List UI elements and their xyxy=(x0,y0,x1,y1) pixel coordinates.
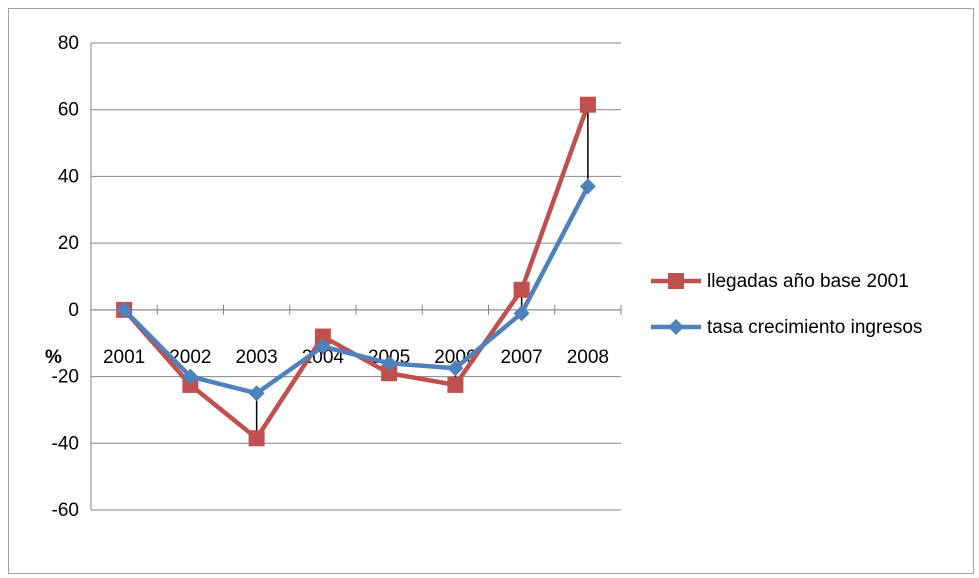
data-point xyxy=(182,368,199,385)
data-point xyxy=(314,338,331,355)
data-point xyxy=(513,281,530,298)
y-tick-label: 80 xyxy=(58,33,79,54)
data-point xyxy=(381,355,398,372)
y-tick-label: 20 xyxy=(58,233,79,254)
axes xyxy=(90,43,622,510)
y-tick-label: -20 xyxy=(52,367,79,388)
legend-entry: tasa crecimiento ingresos xyxy=(651,317,922,338)
y-tick-label: 60 xyxy=(58,100,79,121)
data-point xyxy=(447,360,464,377)
x-tick-label: 2007 xyxy=(500,347,542,368)
data-point xyxy=(248,430,265,447)
series-1 xyxy=(116,96,596,447)
data-point xyxy=(314,328,331,345)
data-point xyxy=(182,376,199,393)
data-point xyxy=(116,301,133,318)
data-point xyxy=(381,365,398,382)
data-point xyxy=(579,96,596,113)
series-group xyxy=(116,96,596,447)
x-tick-label: 2008 xyxy=(567,347,609,368)
legend-label: llegadas año base 2001 xyxy=(707,271,909,292)
legend-label: tasa crecimiento ingresos xyxy=(707,317,922,338)
x-tick-label: 2003 xyxy=(235,347,277,368)
x-tick-label: 2006 xyxy=(434,347,476,368)
series-line xyxy=(122,185,590,396)
y-axis-tick-labels: 80 60 40 20 0 -20 -40 -60 xyxy=(52,33,79,521)
y-tick-label: 40 xyxy=(58,166,79,187)
data-point xyxy=(447,376,464,393)
data-point xyxy=(248,385,265,402)
legend-marker xyxy=(668,273,684,289)
legend-marker xyxy=(668,319,684,335)
y-tick-label: 0 xyxy=(68,300,79,321)
y-tick-label: -60 xyxy=(52,500,79,521)
legend-entry: llegadas año base 2001 xyxy=(651,271,909,292)
x-tick-label: 2001 xyxy=(103,347,145,368)
unit-label: % xyxy=(45,347,62,368)
data-point xyxy=(513,305,530,322)
data-point xyxy=(579,178,596,195)
series-2 xyxy=(116,178,596,402)
y-tick-label: -40 xyxy=(52,433,79,454)
legend: llegadas año base 2001 tasa crecimiento i… xyxy=(651,271,922,338)
